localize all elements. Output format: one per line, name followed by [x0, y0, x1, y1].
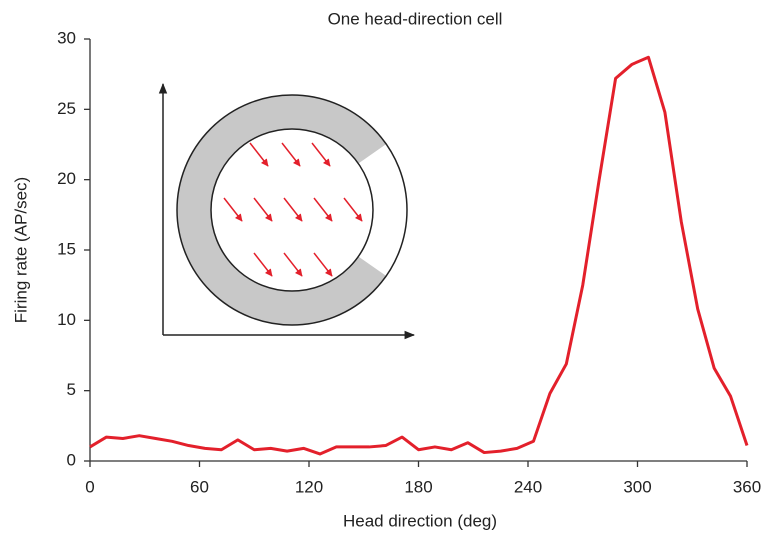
- y-tick-label: 15: [57, 239, 76, 258]
- x-tick-label: 60: [190, 477, 209, 496]
- arena-inner: [210, 128, 374, 292]
- data-line: [89, 55, 749, 456]
- chart-title: One head-direction cell: [328, 9, 503, 28]
- y-tick-label: 30: [57, 28, 76, 47]
- inset-diagram: [158, 82, 416, 340]
- x-tick-label: 180: [404, 477, 432, 496]
- direction-arrows: [223, 142, 363, 277]
- y-tick-label: 5: [67, 380, 76, 399]
- x-axis-label: Head direction (deg): [343, 511, 497, 530]
- y-tick-label: 0: [67, 450, 76, 469]
- y-tick-label: 20: [57, 169, 76, 188]
- arena-outer: [176, 94, 408, 326]
- x-tick-label: 360: [733, 477, 761, 496]
- y-axis-label: Firing rate (AP/sec): [11, 177, 30, 323]
- x-tick-label: 0: [85, 477, 94, 496]
- arena-wall: [177, 95, 387, 325]
- y-tick-label: 10: [57, 310, 76, 329]
- x-tick-label: 300: [623, 477, 651, 496]
- x-tick-label: 120: [295, 477, 323, 496]
- x-tick-label: 240: [514, 477, 542, 496]
- y-tick-label: 25: [57, 99, 76, 118]
